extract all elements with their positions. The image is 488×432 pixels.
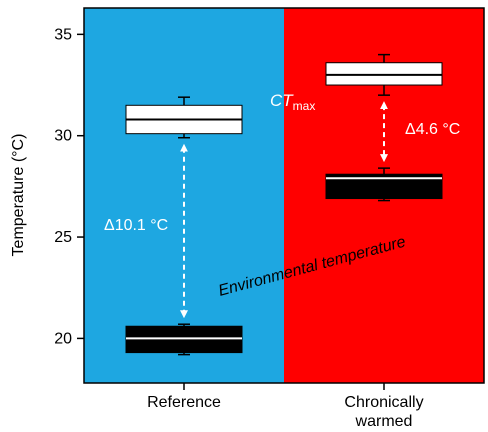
ctmax-main: CT bbox=[270, 91, 294, 110]
ctmax-subscript: max bbox=[293, 99, 316, 113]
x-tick-label: Chronically warmed bbox=[344, 394, 423, 430]
y-tick-label: 25 bbox=[54, 229, 72, 246]
box-body bbox=[325, 62, 443, 86]
env-temp-box-warmed bbox=[325, 167, 443, 202]
x-tick-label-line: warmed bbox=[355, 413, 413, 430]
x-tick-label: Reference bbox=[147, 394, 221, 411]
reference-delta-label: Δ10.1 °C bbox=[104, 217, 168, 234]
y-tick-label: 20 bbox=[54, 330, 72, 347]
env-temp-box-reference bbox=[125, 323, 243, 356]
x-tick-label-line: Reference bbox=[147, 394, 221, 411]
ctmax-box-reference bbox=[125, 96, 243, 139]
box-body bbox=[125, 325, 243, 354]
y-tick-label: 30 bbox=[54, 128, 72, 145]
y-tick-label: 35 bbox=[54, 26, 72, 43]
ctmax-label: CTmax bbox=[270, 91, 315, 113]
warmed-delta-label: Δ4.6 °C bbox=[405, 121, 460, 138]
x-tick-label-line: Chronically bbox=[344, 394, 423, 411]
y-axis-title: Temperature (°C) bbox=[10, 134, 27, 257]
plot-frame bbox=[83, 7, 485, 384]
ctmax-box-warmed bbox=[325, 53, 443, 96]
